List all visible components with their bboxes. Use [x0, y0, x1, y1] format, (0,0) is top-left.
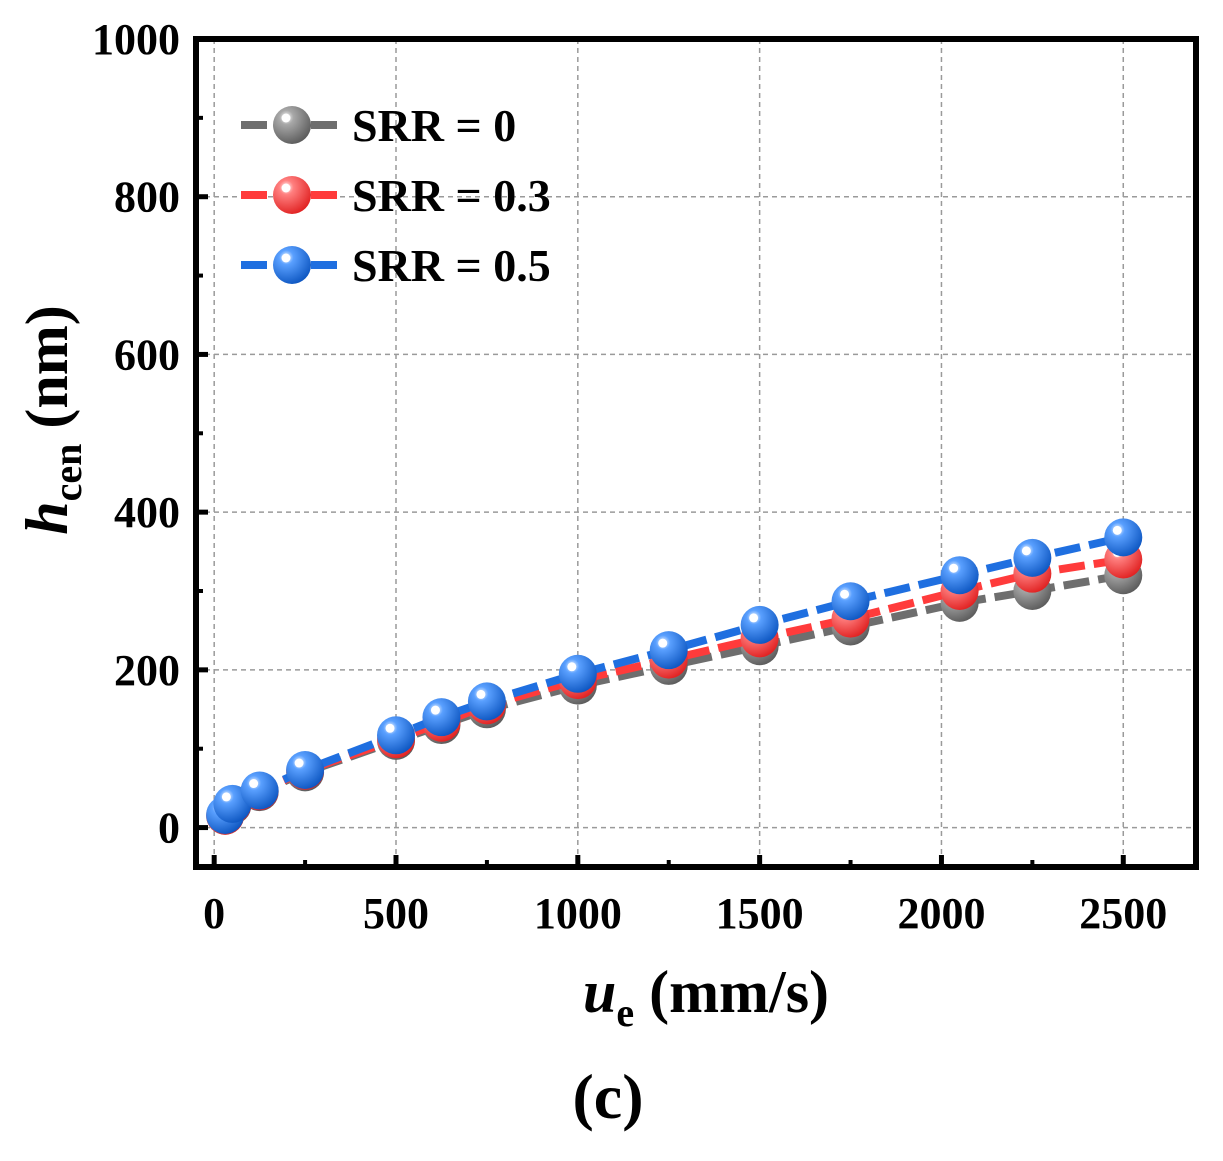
legend-marker-highlight [281, 183, 291, 193]
data-point-highlight [749, 613, 759, 623]
data-point [940, 556, 979, 595]
series-line-1 [221, 555, 1124, 818]
data-point-highlight [221, 792, 231, 802]
grid-lines [196, 38, 1196, 867]
legend-marker-1 [273, 176, 311, 214]
y-axis-title: hcen (nm) [14, 305, 90, 534]
legend: SRR = 0 SRR = 0.3 SRR = 0.5 [241, 100, 551, 291]
x-tick-label: 1000 [534, 889, 622, 938]
x-tick-label: 2500 [1079, 889, 1167, 938]
data-point-highlight [567, 662, 577, 672]
legend-marker-2 [273, 246, 311, 284]
data-point [240, 771, 279, 810]
data-point-highlight [840, 589, 850, 599]
data-point-highlight [1112, 525, 1122, 535]
y-tick-label: 1000 [92, 15, 180, 64]
data-point-highlight [385, 723, 395, 733]
x-tick-label: 500 [363, 889, 429, 938]
data-point [831, 582, 870, 621]
data-point [467, 682, 506, 721]
data-point [1104, 518, 1143, 557]
y-tick-label: 800 [114, 173, 180, 222]
figure-caption: (c) [572, 1061, 643, 1132]
data-point-highlight [294, 758, 304, 768]
data-point-highlight [249, 779, 259, 789]
tick-labels: 0 500 1000 1500 2000 2500 0 200 400 600 800 1000 [92, 15, 1167, 938]
x-axis-title: ue (mm/s) [583, 959, 829, 1035]
x-tick-label: 1500 [716, 889, 804, 938]
plot-frame [193, 36, 1199, 870]
x-tick-label: 2000 [897, 889, 985, 938]
data-point [1013, 538, 1052, 577]
legend-marker-highlight [281, 113, 291, 123]
plot-series [206, 518, 1143, 835]
data-point [422, 698, 461, 737]
data-point [286, 751, 325, 790]
data-point [377, 716, 415, 755]
legend-marker-0 [273, 106, 311, 144]
x-tick-label: 0 [203, 889, 225, 938]
legend-marker-highlight [281, 253, 291, 263]
data-point-highlight [430, 705, 440, 715]
data-point-highlight [1021, 546, 1031, 556]
data-point-highlight [949, 563, 959, 573]
legend-label-1: SRR = 0.3 [352, 170, 551, 221]
y-tick-label: 400 [114, 488, 180, 537]
data-point-highlight [476, 689, 486, 699]
axes [193, 36, 1199, 870]
legend-label-2: SRR = 0.5 [352, 240, 551, 291]
series-line-0 [221, 571, 1124, 819]
y-tick-label: 200 [114, 646, 180, 695]
y-tick-label: 0 [158, 804, 180, 853]
legend-label-0: SRR = 0 [352, 100, 516, 151]
data-point [649, 631, 688, 670]
y-tick-label: 600 [114, 330, 180, 379]
data-point-highlight [658, 638, 668, 648]
data-point [740, 605, 779, 644]
data-point [558, 654, 597, 693]
